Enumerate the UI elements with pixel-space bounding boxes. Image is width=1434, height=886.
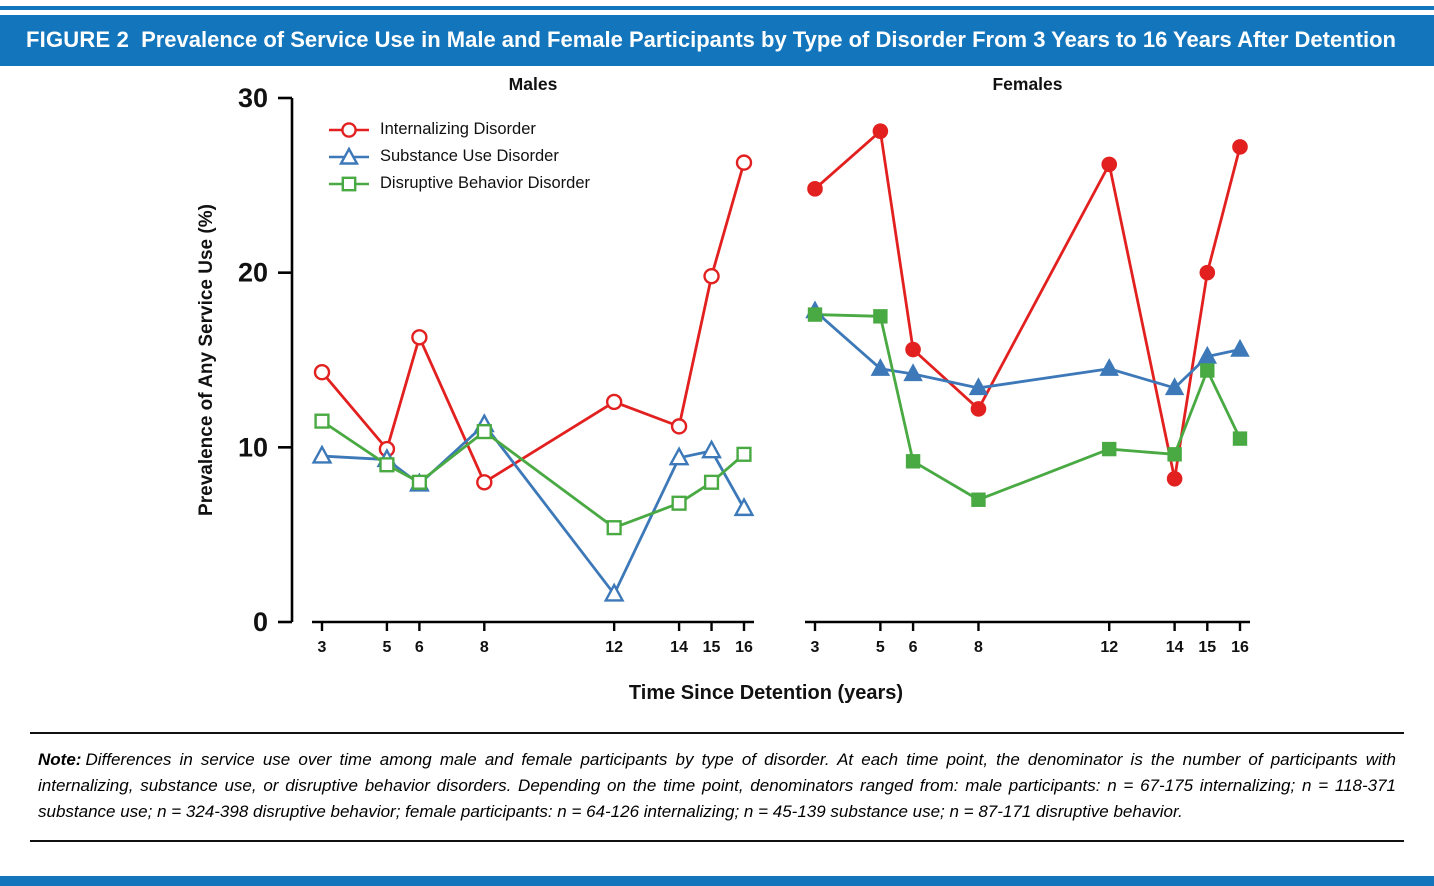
x-tick-label-males: 8 bbox=[480, 639, 489, 656]
marker-males-circle-x3 bbox=[313, 364, 331, 381]
line-chart-canvas: 0 10 20 30 3 5 6 8 12 14 15 16 3 5 6 8 12 14 15 16 bbox=[238, 83, 1250, 656]
marker-males-square-x8 bbox=[476, 424, 492, 440]
marker-males-triangle-x16 bbox=[733, 497, 755, 517]
figure-title: Prevalence of Service Use in Male and Fe… bbox=[141, 27, 1396, 52]
marker-females-square-x3 bbox=[807, 307, 823, 323]
marker-males-triangle-x15 bbox=[701, 439, 722, 459]
x-tick-label-males: 3 bbox=[318, 639, 327, 656]
marker-males-square-x6 bbox=[411, 474, 427, 491]
y-tick-label: 0 bbox=[253, 607, 268, 637]
figure-chart-area: 0 10 20 30 3 5 6 8 12 14 15 16 3 5 6 8 12 14 15 16 Males Fe… bbox=[0, 66, 1434, 732]
x-tick-label-males: 14 bbox=[670, 639, 688, 656]
x-tick-label-males: 5 bbox=[382, 639, 391, 656]
marker-females-square-x5 bbox=[873, 309, 888, 324]
marker-females-triangle-x5 bbox=[870, 358, 891, 377]
x-tick-label-females: 6 bbox=[909, 639, 918, 656]
marker-females-triangle-x14 bbox=[1164, 377, 1185, 396]
x-tick-label-males: 16 bbox=[735, 639, 753, 656]
marker-females-circle-x6 bbox=[905, 341, 921, 358]
marker-males-circle-x6 bbox=[411, 329, 428, 346]
x-tick-label-females: 15 bbox=[1198, 639, 1216, 656]
x-tick-label-females: 12 bbox=[1100, 639, 1118, 656]
series-line-females-2 bbox=[813, 313, 1242, 502]
legend-label-disruptive: Disruptive Behavior Disorder bbox=[380, 174, 590, 193]
y-tick-label: 20 bbox=[238, 258, 268, 288]
marker-males-circle-x15 bbox=[703, 268, 720, 285]
marker-males-square-x12 bbox=[606, 520, 622, 536]
marker-females-circle-x14 bbox=[1166, 471, 1183, 487]
marker-females-square-x8 bbox=[971, 492, 986, 508]
x-tick-label-females: 14 bbox=[1166, 639, 1184, 656]
legend-item-disruptive: Disruptive Behavior Disorder bbox=[326, 170, 590, 197]
marker-females-triangle-x12 bbox=[1099, 358, 1119, 377]
marker-females-square-x16 bbox=[1232, 431, 1248, 447]
marker-females-triangle-x6 bbox=[903, 363, 923, 382]
panel-title-males: Males bbox=[508, 74, 558, 95]
marker-males-circle-x12 bbox=[605, 393, 623, 411]
legend-item-substance: Substance Use Disorder bbox=[326, 143, 590, 170]
marker-females-triangle-x15 bbox=[1197, 346, 1218, 364]
y-axis-label: Prevalence of Any Service Use (%) bbox=[196, 204, 217, 517]
marker-males-triangle-x3 bbox=[311, 444, 333, 464]
chart-legend: Internalizing Disorder Substance Use Dis… bbox=[326, 116, 590, 197]
series-line-males-0 bbox=[320, 161, 746, 484]
marker-females-square-x12 bbox=[1102, 442, 1117, 457]
series-line-males-2 bbox=[320, 419, 746, 530]
marker-females-triangle-x16 bbox=[1230, 339, 1250, 357]
marker-males-square-x15 bbox=[703, 474, 720, 491]
legend-circle-marker-icon bbox=[329, 121, 369, 138]
marker-females-circle-x3 bbox=[807, 181, 823, 197]
top-divider-rule bbox=[0, 6, 1434, 10]
note-text: Differences in service use over time amo… bbox=[38, 750, 1396, 821]
bottom-divider-rule bbox=[0, 876, 1434, 886]
legend-square-marker-icon bbox=[329, 176, 369, 192]
figure-note: Note: Differences in service use over tim… bbox=[30, 732, 1404, 842]
marker-males-triangle-x12 bbox=[603, 582, 625, 602]
legend-label-internalizing: Internalizing Disorder bbox=[380, 120, 536, 139]
marker-males-circle-x8 bbox=[476, 474, 493, 491]
marker-females-circle-x15 bbox=[1199, 265, 1216, 281]
marker-females-circle-x16 bbox=[1232, 139, 1248, 155]
x-tick-label-females: 8 bbox=[974, 639, 983, 656]
legend-label-substance: Substance Use Disorder bbox=[380, 147, 559, 166]
x-tick-label-males: 6 bbox=[415, 639, 424, 656]
figure-banner: FIGURE 2 Prevalence of Service Use in Mal… bbox=[0, 15, 1434, 67]
marker-females-square-x15 bbox=[1200, 363, 1215, 378]
marker-males-square-x3 bbox=[314, 413, 330, 429]
x-tick-label-males: 12 bbox=[605, 639, 623, 656]
marker-females-circle-x5 bbox=[872, 123, 889, 140]
legend-triangle-marker-icon bbox=[329, 146, 369, 165]
note-label: Note: bbox=[38, 750, 82, 770]
marker-females-circle-x8 bbox=[970, 401, 987, 417]
marker-females-circle-x12 bbox=[1101, 156, 1118, 173]
marker-females-triangle-x8 bbox=[968, 377, 989, 396]
marker-males-square-x5 bbox=[379, 457, 395, 473]
x-tick-label-males: 15 bbox=[703, 639, 721, 656]
x-axis-label: Time Since Detention (years) bbox=[628, 682, 904, 705]
marker-females-square-x6 bbox=[905, 454, 921, 469]
legend-item-internalizing: Internalizing Disorder bbox=[326, 116, 590, 143]
series-line-females-0 bbox=[813, 130, 1242, 481]
marker-males-circle-x16 bbox=[735, 154, 753, 172]
panel-title-females: Females bbox=[992, 74, 1063, 95]
y-tick-label: 30 bbox=[238, 83, 268, 113]
marker-males-square-x16 bbox=[736, 446, 752, 463]
marker-males-triangle-x14 bbox=[668, 446, 690, 466]
marker-males-square-x14 bbox=[671, 495, 687, 512]
y-tick-label: 10 bbox=[238, 433, 268, 463]
x-tick-label-females: 16 bbox=[1231, 639, 1249, 656]
x-tick-label-females: 5 bbox=[876, 639, 885, 656]
figure-label: FIGURE 2 bbox=[26, 27, 130, 52]
marker-females-square-x14 bbox=[1167, 447, 1182, 462]
x-tick-label-females: 3 bbox=[811, 639, 820, 656]
marker-males-circle-x14 bbox=[670, 418, 688, 435]
